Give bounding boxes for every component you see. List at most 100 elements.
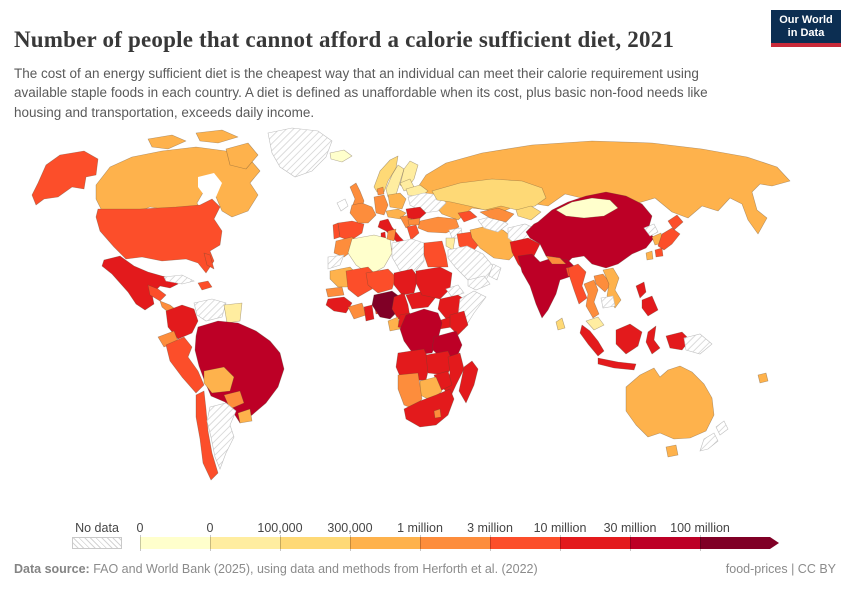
country-north-korea[interactable] <box>643 223 659 237</box>
country-uzbekistan[interactable] <box>479 207 515 223</box>
country-australia[interactable] <box>625 365 715 440</box>
country-indonesia-sulawesi[interactable] <box>645 325 661 355</box>
country-guatemala-honduras[interactable] <box>147 284 167 302</box>
country-canada[interactable] <box>95 146 261 224</box>
country-australia-tasmania[interactable] <box>665 444 679 458</box>
country-nepal[interactable] <box>545 255 567 265</box>
license-link[interactable]: food-prices | CC BY <box>725 562 836 576</box>
country-greece[interactable] <box>406 224 420 241</box>
country-sri-lanka[interactable] <box>555 317 566 331</box>
country-cuba[interactable] <box>163 274 195 285</box>
country-germany[interactable] <box>373 194 389 216</box>
country-spain[interactable] <box>337 220 365 242</box>
country-laos[interactable] <box>593 273 612 293</box>
country-philippines-luzon[interactable] <box>635 281 647 299</box>
country-myanmar[interactable] <box>567 263 588 305</box>
country-ireland[interactable] <box>336 198 349 212</box>
country-guinea[interactable] <box>325 296 353 314</box>
country-mexico[interactable] <box>101 255 179 311</box>
country-haiti-dominican-republic[interactable] <box>197 280 213 291</box>
country-sudan[interactable] <box>415 266 453 300</box>
country-oman[interactable] <box>488 263 502 281</box>
legend-bin-6[interactable] <box>560 537 630 549</box>
country-kyrgyzstan-tajikistan[interactable] <box>515 205 542 221</box>
owid-logo[interactable]: Our World in Data <box>771 10 841 47</box>
country-madagascar[interactable] <box>458 360 479 404</box>
country-kenya[interactable] <box>449 310 469 336</box>
country-ghana[interactable] <box>363 304 375 322</box>
country-canada-baffin[interactable] <box>225 142 259 170</box>
legend-bin-5[interactable] <box>490 537 560 549</box>
country-caucasus[interactable] <box>457 210 478 223</box>
country-niger[interactable] <box>365 268 397 294</box>
country-egypt[interactable] <box>423 240 449 268</box>
country-tunisia[interactable] <box>386 228 397 242</box>
country-denmark[interactable] <box>376 186 385 196</box>
country-canada-arctic-1[interactable] <box>147 134 187 150</box>
country-indonesia-borneo[interactable] <box>615 323 643 355</box>
country-guyana-suriname[interactable] <box>223 302 243 324</box>
country-thailand[interactable] <box>583 279 600 319</box>
country-uruguay[interactable] <box>237 408 253 424</box>
country-united-states-alaska[interactable] <box>31 150 99 206</box>
country-greenland[interactable] <box>267 127 333 178</box>
legend-bin-7[interactable] <box>630 537 700 549</box>
country-france[interactable] <box>349 202 377 224</box>
country-iceland[interactable] <box>329 149 353 163</box>
legend-bin-8[interactable] <box>700 537 770 549</box>
country-united-states-florida[interactable] <box>203 252 215 270</box>
country-indonesia-java[interactable] <box>597 357 637 371</box>
legend-bin-4[interactable] <box>420 537 490 549</box>
legend-bin-1[interactable] <box>210 537 280 549</box>
country-brazil[interactable] <box>194 320 285 424</box>
no-data-swatch[interactable] <box>72 537 122 549</box>
legend-bin-2[interactable] <box>280 537 350 549</box>
country-vietnam[interactable] <box>602 267 622 309</box>
country-colombia[interactable] <box>165 304 199 340</box>
country-senegal[interactable] <box>325 286 345 298</box>
country-chad[interactable] <box>393 268 419 296</box>
country-russia[interactable] <box>413 140 791 235</box>
country-argentina[interactable] <box>206 402 237 470</box>
country-taiwan[interactable] <box>645 250 654 261</box>
country-indonesia-sumatra[interactable] <box>579 324 605 357</box>
country-yemen[interactable] <box>467 275 491 291</box>
country-lesotho[interactable] <box>433 408 442 419</box>
legend-tick <box>700 535 701 551</box>
legend-tick <box>490 535 491 551</box>
country-philippines-mindanao[interactable] <box>641 295 659 317</box>
country-canada-arctic-2[interactable] <box>195 129 239 144</box>
country-algeria[interactable] <box>347 234 393 276</box>
country-new-zealand-north[interactable] <box>715 420 729 436</box>
country-south-africa[interactable] <box>403 388 455 428</box>
country-new-zealand-south[interactable] <box>699 432 719 452</box>
country-czechia-austria-hungary[interactable] <box>385 208 407 220</box>
country-israel-jordan[interactable] <box>445 237 456 251</box>
country-fiji[interactable] <box>757 372 769 384</box>
country-western-sahara[interactable] <box>327 254 345 270</box>
country-india[interactable] <box>517 253 577 319</box>
country-libya[interactable] <box>391 238 425 274</box>
country-mongolia[interactable] <box>555 197 619 219</box>
country-united-states[interactable] <box>95 198 223 274</box>
country-poland[interactable] <box>387 192 407 210</box>
country-japan-hokkaido[interactable] <box>667 214 684 231</box>
country-malaysia[interactable] <box>585 316 605 331</box>
country-japan-kyushu[interactable] <box>654 247 664 258</box>
country-chile[interactable] <box>195 390 219 481</box>
country-eritrea-djibouti[interactable] <box>445 284 465 298</box>
country-saudi-arabia[interactable] <box>447 245 494 283</box>
legend-bin-0[interactable] <box>140 537 210 549</box>
country-nigeria[interactable] <box>371 290 401 320</box>
country-cambodia[interactable] <box>600 295 616 309</box>
country-venezuela[interactable] <box>193 298 227 322</box>
legend-bin-3[interactable] <box>350 537 420 549</box>
country-peru[interactable] <box>165 336 205 394</box>
country-papua-new-guinea[interactable] <box>683 333 713 355</box>
country-japan-honshu[interactable] <box>657 227 681 251</box>
country-bolivia[interactable] <box>203 366 235 394</box>
legend-tick-label: 1 million <box>397 521 443 535</box>
legend-tick <box>210 535 211 551</box>
country-romania[interactable] <box>405 206 427 221</box>
